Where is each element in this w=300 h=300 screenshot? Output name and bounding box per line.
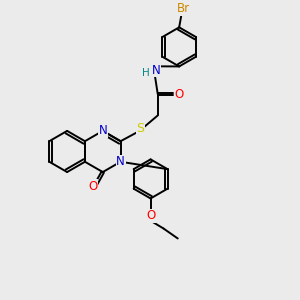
Text: N: N	[116, 155, 125, 168]
Text: S: S	[136, 122, 145, 135]
Text: H: H	[142, 68, 150, 78]
Text: Br: Br	[177, 2, 190, 15]
Text: O: O	[146, 209, 155, 222]
Text: N: N	[98, 124, 107, 137]
Text: N: N	[152, 64, 161, 77]
Text: O: O	[175, 88, 184, 100]
Text: O: O	[88, 180, 98, 193]
